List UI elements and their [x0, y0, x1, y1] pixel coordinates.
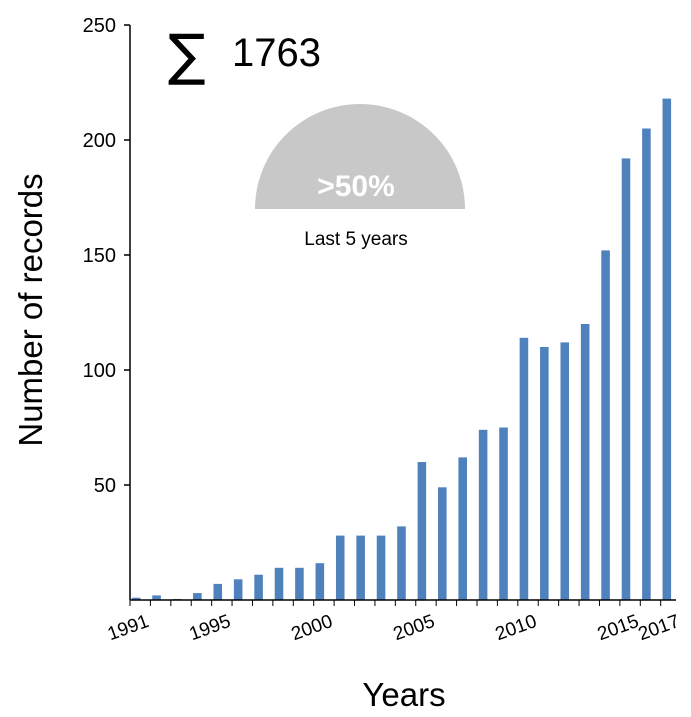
bar-2013 — [580, 324, 590, 600]
y-ticks: 50 100 150 200 250 — [83, 15, 130, 497]
bar-1998 — [274, 567, 284, 600]
x-tick-label-2017: 2017 — [636, 611, 683, 645]
y-tick-label: 250 — [83, 15, 116, 37]
bar-2000 — [315, 563, 325, 600]
half-pie-label: >50% — [317, 170, 395, 203]
sum-annotation: ∑ 1763 — [168, 23, 321, 88]
bar-2016 — [642, 128, 651, 600]
bar-2005 — [417, 462, 427, 600]
y-tick-label: 150 — [83, 245, 116, 267]
bar-2001 — [335, 535, 345, 600]
bar-2004 — [397, 526, 406, 600]
half-pie-shape — [255, 104, 465, 209]
half-pie-annotation: >50% Last 5 years — [255, 104, 465, 250]
x-tick-label-2005: 2005 — [391, 611, 438, 645]
y-tick-label: 100 — [83, 360, 116, 382]
bar-2009 — [499, 427, 508, 600]
bar-1991 — [131, 597, 141, 600]
bar-2014 — [601, 250, 610, 600]
bar-2012 — [560, 342, 570, 600]
x-tick-label-2010: 2010 — [493, 611, 540, 645]
bar-2007 — [458, 457, 467, 600]
bar-1992 — [152, 595, 161, 600]
bar-2003 — [376, 535, 386, 600]
bar-1994 — [193, 593, 202, 600]
bar-2008 — [478, 429, 488, 600]
bar-2006 — [438, 487, 447, 600]
bars — [131, 98, 672, 600]
y-axis-title: Number of records — [12, 173, 49, 446]
y-tick-label: 200 — [83, 130, 116, 152]
x-axis-title: Years — [362, 676, 445, 713]
bar-1995 — [213, 583, 223, 600]
x-tick-label-2015: 2015 — [595, 611, 642, 645]
half-pie-caption: Last 5 years — [304, 229, 408, 250]
x-tick-label-1991: 1991 — [105, 611, 152, 645]
bar-1999 — [295, 567, 304, 600]
bar-2002 — [356, 535, 365, 600]
bar-1997 — [254, 574, 263, 600]
sum-value: 1763 — [232, 31, 321, 75]
y-tick-label: 50 — [94, 475, 116, 497]
sigma-icon: ∑ — [168, 23, 206, 88]
bar-2010 — [519, 337, 529, 600]
bar-2017 — [662, 98, 672, 600]
bar-1996 — [233, 579, 243, 600]
bar-2011 — [540, 347, 549, 600]
bar-2015 — [621, 158, 631, 600]
x-tick-label-1995: 1995 — [187, 611, 234, 645]
x-tick-label-2000: 2000 — [289, 611, 336, 645]
